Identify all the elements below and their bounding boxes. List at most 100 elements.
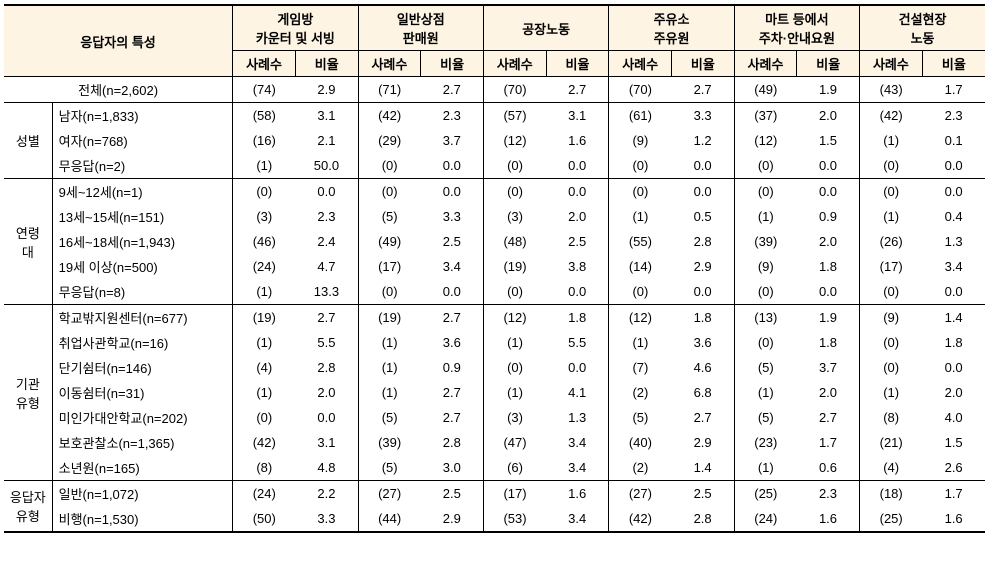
data-cell: (17): [860, 254, 923, 279]
data-cell: 2.0: [295, 380, 358, 405]
data-cell: 2.0: [546, 204, 609, 229]
data-cell: 0.9: [797, 204, 860, 229]
data-cell: (43): [860, 77, 923, 103]
data-cell: (3): [483, 405, 546, 430]
data-cell: (1): [734, 204, 797, 229]
data-cell: 2.8: [672, 229, 735, 254]
data-cell: (12): [483, 128, 546, 153]
data-cell: 0.0: [295, 405, 358, 430]
data-cell: 0.0: [672, 179, 735, 205]
header-group: 게임방카운터 및 서빙: [233, 5, 358, 51]
data-cell: (25): [860, 506, 923, 532]
data-cell: (0): [358, 179, 421, 205]
data-cell: (17): [483, 481, 546, 507]
row-label: 소년원(n=165): [52, 455, 233, 481]
data-cell: 0.0: [922, 153, 985, 179]
header-count: 사례수: [609, 51, 672, 77]
total-label: 전체(n=2,602): [4, 77, 233, 103]
data-cell: (29): [358, 128, 421, 153]
header-group: 주유소주유원: [609, 5, 734, 51]
data-cell: (8): [233, 455, 296, 481]
data-cell: (1): [734, 380, 797, 405]
header-ratio: 비율: [421, 51, 484, 77]
data-cell: 2.7: [295, 305, 358, 331]
data-cell: 1.5: [922, 430, 985, 455]
data-cell: 0.0: [797, 179, 860, 205]
data-cell: 0.0: [546, 179, 609, 205]
data-cell: 4.8: [295, 455, 358, 481]
data-cell: (0): [483, 279, 546, 305]
data-cell: (71): [358, 77, 421, 103]
data-cell: (55): [609, 229, 672, 254]
data-cell: 2.0: [797, 229, 860, 254]
group-label: 연령대: [4, 179, 52, 305]
data-cell: 1.7: [922, 77, 985, 103]
data-cell: (0): [483, 153, 546, 179]
data-cell: (0): [734, 153, 797, 179]
data-cell: 1.6: [797, 506, 860, 532]
header-label: 응답자의 특성: [4, 5, 233, 77]
data-cell: (39): [734, 229, 797, 254]
data-cell: (58): [233, 103, 296, 129]
data-cell: 0.6: [797, 455, 860, 481]
data-cell: 2.9: [672, 430, 735, 455]
data-cell: 3.4: [922, 254, 985, 279]
data-cell: (6): [483, 455, 546, 481]
data-cell: (18): [860, 481, 923, 507]
data-cell: (0): [734, 330, 797, 355]
data-cell: (3): [483, 204, 546, 229]
header-count: 사례수: [483, 51, 546, 77]
row-label: 19세 이상(n=500): [52, 254, 233, 279]
data-cell: (44): [358, 506, 421, 532]
row-label: 여자(n=768): [52, 128, 233, 153]
data-cell: (27): [358, 481, 421, 507]
row-label: 무응답(n=8): [52, 279, 233, 305]
data-cell: 6.8: [672, 380, 735, 405]
data-cell: (1): [233, 153, 296, 179]
data-cell: (5): [358, 204, 421, 229]
data-cell: (42): [233, 430, 296, 455]
data-cell: (23): [734, 430, 797, 455]
data-cell: 3.4: [421, 254, 484, 279]
data-cell: (19): [483, 254, 546, 279]
data-cell: 2.5: [421, 481, 484, 507]
data-cell: 2.5: [546, 229, 609, 254]
data-cell: 2.0: [797, 380, 860, 405]
data-cell: (5): [734, 355, 797, 380]
data-cell: 1.4: [672, 455, 735, 481]
data-cell: 3.6: [672, 330, 735, 355]
data-cell: (70): [609, 77, 672, 103]
data-cell: (24): [233, 254, 296, 279]
data-cell: (0): [860, 330, 923, 355]
data-cell: (16): [233, 128, 296, 153]
data-cell: 2.1: [295, 128, 358, 153]
data-cell: (0): [233, 405, 296, 430]
data-cell: 1.3: [546, 405, 609, 430]
row-label: 일반(n=1,072): [52, 481, 233, 507]
data-cell: 0.0: [922, 179, 985, 205]
data-cell: 4.7: [295, 254, 358, 279]
data-cell: 2.3: [295, 204, 358, 229]
data-cell: 1.7: [797, 430, 860, 455]
data-cell: 1.8: [797, 330, 860, 355]
header-count: 사례수: [734, 51, 797, 77]
data-cell: (0): [358, 279, 421, 305]
header-ratio: 비율: [922, 51, 985, 77]
data-cell: 2.7: [546, 77, 609, 103]
data-cell: (14): [609, 254, 672, 279]
row-label: 이동쉼터(n=31): [52, 380, 233, 405]
data-cell: 0.1: [922, 128, 985, 153]
row-label: 무응답(n=2): [52, 153, 233, 179]
data-cell: 4.1: [546, 380, 609, 405]
header-count: 사례수: [860, 51, 923, 77]
data-cell: 2.7: [672, 405, 735, 430]
data-cell: 3.7: [797, 355, 860, 380]
data-cell: (1): [233, 279, 296, 305]
data-cell: (39): [358, 430, 421, 455]
data-cell: (61): [609, 103, 672, 129]
data-cell: 0.0: [421, 179, 484, 205]
data-cell: 2.3: [421, 103, 484, 129]
data-cell: 0.0: [672, 279, 735, 305]
data-cell: (48): [483, 229, 546, 254]
data-cell: (5): [734, 405, 797, 430]
